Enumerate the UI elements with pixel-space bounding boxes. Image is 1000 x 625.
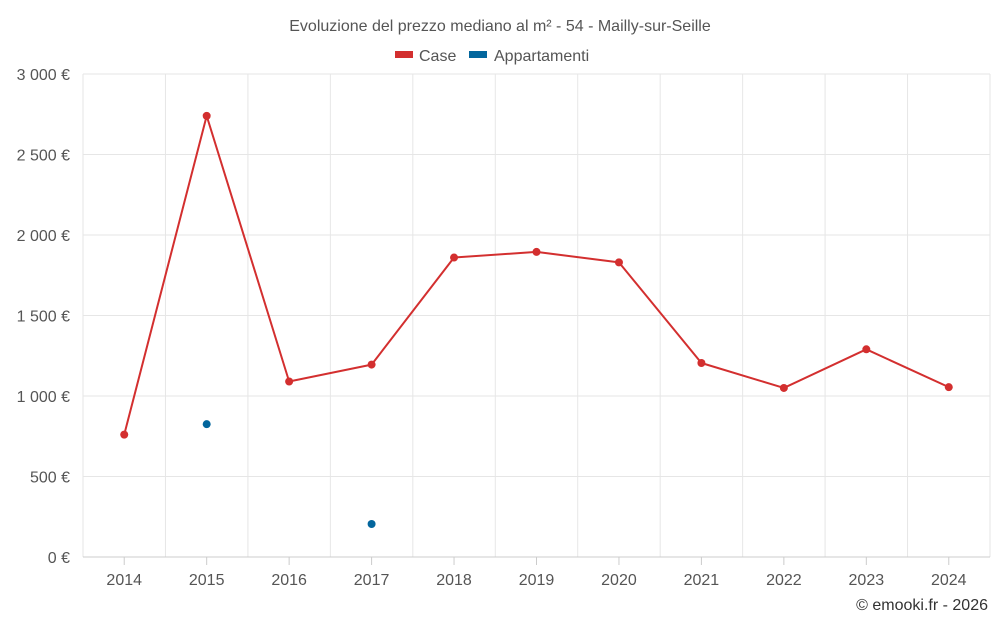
data-point-case[interactable] xyxy=(202,111,211,120)
legend-label-appartamenti: Appartamenti xyxy=(494,48,589,65)
legend-item-case[interactable]: Case xyxy=(395,48,456,65)
y-axis: 0 € 500 € 1 000 € 1 500 € 2 000 € 2 500 € 3 00… xyxy=(17,67,70,567)
x-tick-label: 2020 xyxy=(601,572,637,589)
data-point-case[interactable] xyxy=(862,345,871,354)
data-point-case[interactable] xyxy=(532,247,541,256)
x-tick-label: 2016 xyxy=(271,572,307,589)
x-tick-label: 2018 xyxy=(436,572,472,589)
data-point-case[interactable] xyxy=(697,358,706,367)
data-point-appartamenti[interactable] xyxy=(367,519,376,528)
x-tick-label: 2014 xyxy=(106,572,142,589)
data-point-case[interactable] xyxy=(120,430,129,439)
x-tick-label: 2015 xyxy=(189,572,225,589)
x-tick-label: 2017 xyxy=(354,572,390,589)
legend-item-appartamenti[interactable]: Appartamenti xyxy=(469,48,589,65)
y-tick-label: 2 500 € xyxy=(17,148,70,165)
data-point-case[interactable] xyxy=(944,383,953,392)
y-tick-label: 0 € xyxy=(48,550,70,567)
data-point-case[interactable] xyxy=(779,383,788,392)
x-tick-label: 2022 xyxy=(766,572,802,589)
legend: Case Appartamenti xyxy=(395,48,589,65)
data-point-case[interactable] xyxy=(614,258,623,267)
grid xyxy=(82,73,991,557)
x-tick-label: 2024 xyxy=(931,572,967,589)
data-point-case[interactable] xyxy=(285,377,294,386)
data-point-case[interactable] xyxy=(450,253,459,262)
data-point-case[interactable] xyxy=(367,360,376,369)
y-tick-label: 3 000 € xyxy=(17,67,70,84)
credit: © emooki.fr - 2026 xyxy=(856,597,988,614)
y-tick-label: 1 500 € xyxy=(17,309,70,326)
data-point-appartamenti[interactable] xyxy=(202,420,211,429)
y-tick-label: 1 000 € xyxy=(17,389,70,406)
chart-title: Evoluzione del prezzo mediano al m² - 54… xyxy=(289,18,711,35)
x-tick-label: 2023 xyxy=(849,572,885,589)
legend-label-case: Case xyxy=(419,48,456,65)
x-axis: 2014 2015 2016 2017 2018 2019 2020 2021 2022 2023… xyxy=(83,556,990,589)
y-tick-label: 500 € xyxy=(30,470,70,487)
x-tick-label: 2019 xyxy=(519,572,555,589)
legend-swatch-appartamenti xyxy=(469,51,487,58)
series xyxy=(120,111,953,528)
x-tick-label: 2021 xyxy=(684,572,720,589)
y-tick-label: 2 000 € xyxy=(17,228,70,245)
legend-swatch-case xyxy=(395,51,413,58)
